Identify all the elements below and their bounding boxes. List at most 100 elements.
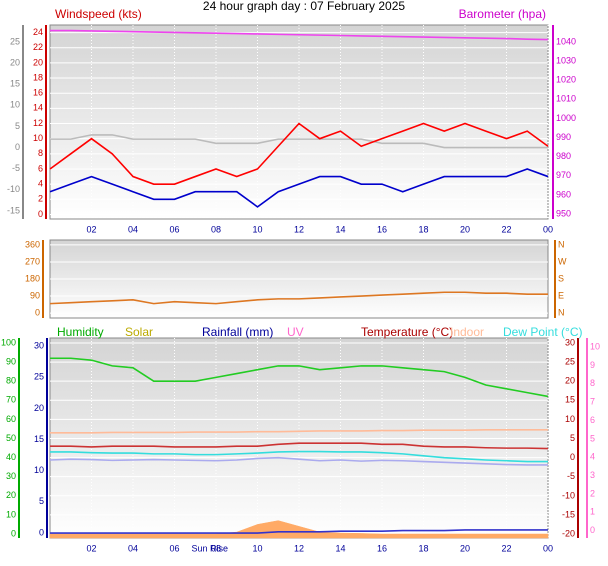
- y-tick-label: 12: [33, 118, 43, 128]
- y-tick-label: 20: [565, 376, 575, 386]
- y-tick-label: 360: [25, 239, 40, 249]
- x-tick-label: 12: [294, 543, 304, 553]
- y-tick-label: 960: [556, 189, 571, 199]
- y-tick-label: S: [558, 273, 564, 283]
- x-tick-label: 00: [543, 543, 553, 553]
- y-tick-label: N: [558, 307, 565, 317]
- x-tick-label: 04: [128, 224, 138, 234]
- y-tick-label: 8: [590, 378, 595, 388]
- series-label: Rainfall (mm): [202, 325, 273, 339]
- x-tick-label: 02: [86, 224, 96, 234]
- y-tick-label: 0: [590, 525, 595, 535]
- series-line: [50, 428, 548, 434]
- x-tick-label: 12: [294, 224, 304, 234]
- x-tick-label: 22: [501, 224, 511, 234]
- y-tick-label: 15: [34, 434, 44, 444]
- y-tick-label: 1030: [556, 55, 576, 65]
- x-tick-label: 20: [460, 224, 470, 234]
- y-tick-label: W: [558, 256, 567, 266]
- y-tick-label: -10: [7, 184, 20, 194]
- y-tick-label: 4: [38, 179, 43, 189]
- y-tick-label: 180: [25, 273, 40, 283]
- series-line: [49, 168, 549, 208]
- y-tick-label: 990: [556, 132, 571, 142]
- y-tick-label: 100: [1, 337, 16, 347]
- y-tick-label: 10: [6, 509, 16, 519]
- y-tick-label: 0: [35, 307, 40, 317]
- x-tick-label: 20: [460, 543, 470, 553]
- y-tick-label: 22: [33, 42, 43, 52]
- y-axis-title: Windspeed (kts): [55, 7, 142, 21]
- y-tick-label: -15: [7, 205, 20, 215]
- y-tick-label: 0: [39, 527, 44, 537]
- x-tick-label: 06: [169, 224, 179, 234]
- y-tick-label: 5: [570, 433, 575, 443]
- x-tick-label: 08: [211, 543, 221, 553]
- y-tick-label: 70: [6, 395, 16, 405]
- series-label: Dew Point (°C): [503, 325, 582, 339]
- x-tick-label: 10: [252, 543, 262, 553]
- x-tick-label: 18: [418, 224, 428, 234]
- x-tick-label: 22: [501, 543, 511, 553]
- y-tick-label: 30: [6, 471, 16, 481]
- y-tick-label: 80: [6, 376, 16, 386]
- y-tick-label: 0: [38, 209, 43, 219]
- y-tick-label: 90: [6, 356, 16, 366]
- y-tick-label: 60: [6, 414, 16, 424]
- y-tick-label: 20: [10, 57, 20, 67]
- y-tick-label: 1: [590, 507, 595, 517]
- y-tick-label: -10: [562, 490, 575, 500]
- series-line: [49, 291, 548, 305]
- series-line: [49, 456, 548, 466]
- x-tick-label: 00: [543, 224, 553, 234]
- y-tick-label: 30: [565, 337, 575, 347]
- y-tick-label: 24: [33, 27, 43, 37]
- series-line: [49, 520, 549, 539]
- y-tick-label: 20: [34, 403, 44, 413]
- y-tick-label: 16: [33, 88, 43, 98]
- y-tick-label: 5: [15, 121, 20, 131]
- y-tick-label: 25: [10, 36, 20, 46]
- series-label: Temperature (°C): [361, 325, 453, 339]
- x-tick-label: 14: [335, 224, 345, 234]
- y-tick-label: 25: [565, 356, 575, 366]
- y-tick-label: 50: [6, 433, 16, 443]
- y-tick-label: 10: [34, 465, 44, 475]
- y-tick-label: 5: [590, 433, 595, 443]
- y-tick-label: 15: [565, 395, 575, 405]
- series-line: [50, 357, 549, 398]
- y-tick-label: 950: [556, 208, 571, 218]
- y-tick-label: 6: [590, 415, 595, 425]
- plot-area: [49, 24, 549, 220]
- series-line: [50, 29, 549, 41]
- y-tick-label: 1020: [556, 75, 576, 85]
- series-line: [50, 529, 548, 534]
- y2-axis-title: Barometer (hpa): [459, 7, 546, 21]
- y-tick-label: 10: [10, 100, 20, 110]
- y-tick-label: 7: [590, 397, 595, 407]
- series-line: [50, 442, 549, 450]
- y-tick-label: 4: [590, 452, 595, 462]
- series-label: Humidity: [57, 325, 104, 339]
- x-tick-label: 08: [211, 224, 221, 234]
- y-tick-label: 2: [590, 488, 595, 498]
- y-tick-label: 0: [570, 452, 575, 462]
- y-tick-label: 1010: [556, 94, 576, 104]
- y-tick-label: 20: [33, 57, 43, 67]
- x-tick-label: 14: [335, 543, 345, 553]
- annotation: Sun Rise: [192, 543, 229, 553]
- y-tick-label: E: [558, 290, 564, 300]
- y-tick-label: 3: [590, 470, 595, 480]
- series-label: Solar: [125, 325, 153, 339]
- y-tick-label: 25: [34, 372, 44, 382]
- y-tick-label: 1000: [556, 113, 576, 123]
- chart-title: 24 hour graph day : 07 February 2025: [203, 0, 405, 13]
- y-tick-label: 1040: [556, 36, 576, 46]
- series-line: [50, 134, 548, 149]
- y-tick-label: 2: [38, 194, 43, 204]
- series-label: Indoor: [450, 325, 484, 339]
- y-tick-label: 8: [38, 148, 43, 158]
- y-tick-label: 5: [39, 496, 44, 506]
- y-tick-label: 980: [556, 151, 571, 161]
- series-line: [49, 122, 549, 185]
